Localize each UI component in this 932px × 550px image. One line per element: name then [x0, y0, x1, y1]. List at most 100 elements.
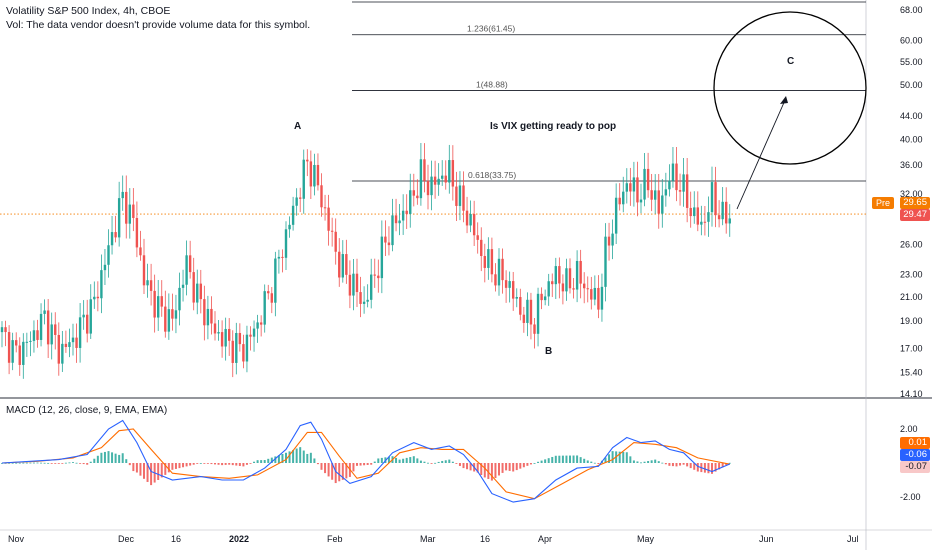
macd-histogram-bar	[199, 463, 202, 464]
macd-histogram-bar	[324, 463, 327, 474]
candle-body	[643, 168, 646, 200]
macd-histogram-bar	[320, 463, 323, 470]
candle-body	[572, 288, 575, 290]
macd-histogram-bar	[228, 463, 231, 465]
macd-histogram-bar	[657, 461, 660, 463]
candle-body	[490, 249, 494, 275]
macd-histogram-bar	[125, 459, 128, 463]
candle-body	[263, 291, 266, 325]
candle-body	[188, 255, 192, 273]
macd-histogram-bar	[316, 463, 319, 465]
candle-body	[472, 214, 476, 236]
macd-histogram-bar	[64, 462, 67, 464]
macd-histogram-bar	[29, 462, 32, 464]
macd-histogram-bar	[551, 456, 554, 463]
candle-body	[135, 217, 139, 248]
macd-histogram-bar	[412, 456, 415, 463]
macd-histogram-bar	[490, 463, 493, 481]
candle-body	[153, 290, 156, 318]
macd-histogram-bar	[40, 462, 43, 464]
macd-histogram-bar	[274, 456, 277, 463]
candle-body	[4, 327, 7, 333]
candle-body	[146, 280, 149, 286]
candle-body	[547, 281, 550, 297]
fib-level-label: 1.236(61.45)	[467, 24, 515, 34]
candle-body	[696, 207, 699, 225]
candle-body	[664, 189, 668, 196]
candle-body	[132, 204, 135, 218]
candle-body	[220, 332, 224, 347]
candle-body	[522, 314, 526, 323]
candle-body	[75, 337, 78, 348]
macd-histogram-bar	[18, 462, 21, 464]
candle-body	[93, 296, 96, 300]
candle-body	[661, 195, 664, 214]
price-axis-tick: 23.00	[900, 270, 923, 280]
macd-histogram-bar	[604, 457, 607, 463]
candle-body	[622, 191, 625, 205]
candle-body	[203, 299, 206, 326]
candle-body	[483, 256, 486, 268]
macd-histogram-bar	[444, 460, 447, 463]
candle-body	[174, 310, 178, 319]
macd-histogram-bar	[185, 463, 188, 467]
macd-histogram-bar	[427, 462, 429, 464]
macd-histogram-bar	[8, 462, 11, 464]
macd-histogram-bar	[519, 463, 522, 469]
candle-body	[575, 260, 579, 290]
macd-histogram-bar	[462, 463, 465, 469]
macd-histogram-bar	[664, 463, 667, 465]
macd-histogram-bar	[718, 463, 721, 470]
candle-body	[54, 324, 57, 335]
candle-body	[409, 190, 412, 214]
price-axis-tick: 40.00	[900, 135, 923, 145]
candle-body	[128, 204, 131, 224]
candles	[0, 142, 731, 379]
candle-body	[458, 185, 462, 206]
candle-body	[437, 178, 440, 185]
macd-histogram-bar	[671, 463, 674, 467]
macd-indicator-label[interactable]: MACD (12, 26, close, 9, EMA, EMA)	[6, 405, 168, 416]
candle-body	[284, 229, 288, 258]
candle-body	[71, 337, 75, 343]
macd-histogram-bar	[498, 463, 500, 476]
candle-body	[600, 286, 604, 310]
candle-body	[650, 190, 653, 200]
candle-body	[465, 210, 469, 226]
candle-body	[685, 174, 689, 208]
macd-histogram-bar	[650, 460, 653, 463]
candle-body	[355, 273, 359, 293]
macd-histogram-bar	[135, 463, 138, 473]
macd-histogram-bar	[103, 451, 106, 463]
candle-body	[341, 254, 344, 278]
candle-body	[405, 210, 408, 214]
macd-line	[1, 419, 731, 503]
candle-body	[199, 283, 202, 300]
macd-histogram-bar	[306, 453, 309, 463]
candle-body	[345, 254, 348, 275]
candle-body	[327, 207, 330, 231]
candle-body	[476, 235, 479, 240]
candle-body	[529, 299, 533, 325]
candle-body	[398, 220, 401, 224]
macd-histogram-bar	[167, 463, 170, 473]
macd-histogram-bar	[302, 450, 305, 463]
candle-body	[703, 221, 707, 223]
candle-body	[36, 330, 39, 340]
macd-histogram-bar	[451, 461, 454, 463]
macd-histogram-bar	[89, 461, 92, 463]
macd-histogram-bar	[640, 462, 642, 464]
signal-line	[1, 428, 730, 500]
macd-histogram-bar	[597, 463, 600, 464]
macd-histogram-bar	[728, 462, 731, 464]
macd-histogram-bar	[693, 463, 696, 470]
candle-body	[64, 343, 68, 348]
macd-histogram-bar	[217, 463, 220, 465]
candle-body	[717, 215, 721, 220]
candle-body	[309, 161, 313, 187]
macd-histogram-bar	[643, 461, 646, 463]
macd-histogram-bar	[54, 463, 57, 464]
macd-histogram-bar	[249, 463, 252, 464]
macd-histogram-bar	[387, 456, 390, 463]
